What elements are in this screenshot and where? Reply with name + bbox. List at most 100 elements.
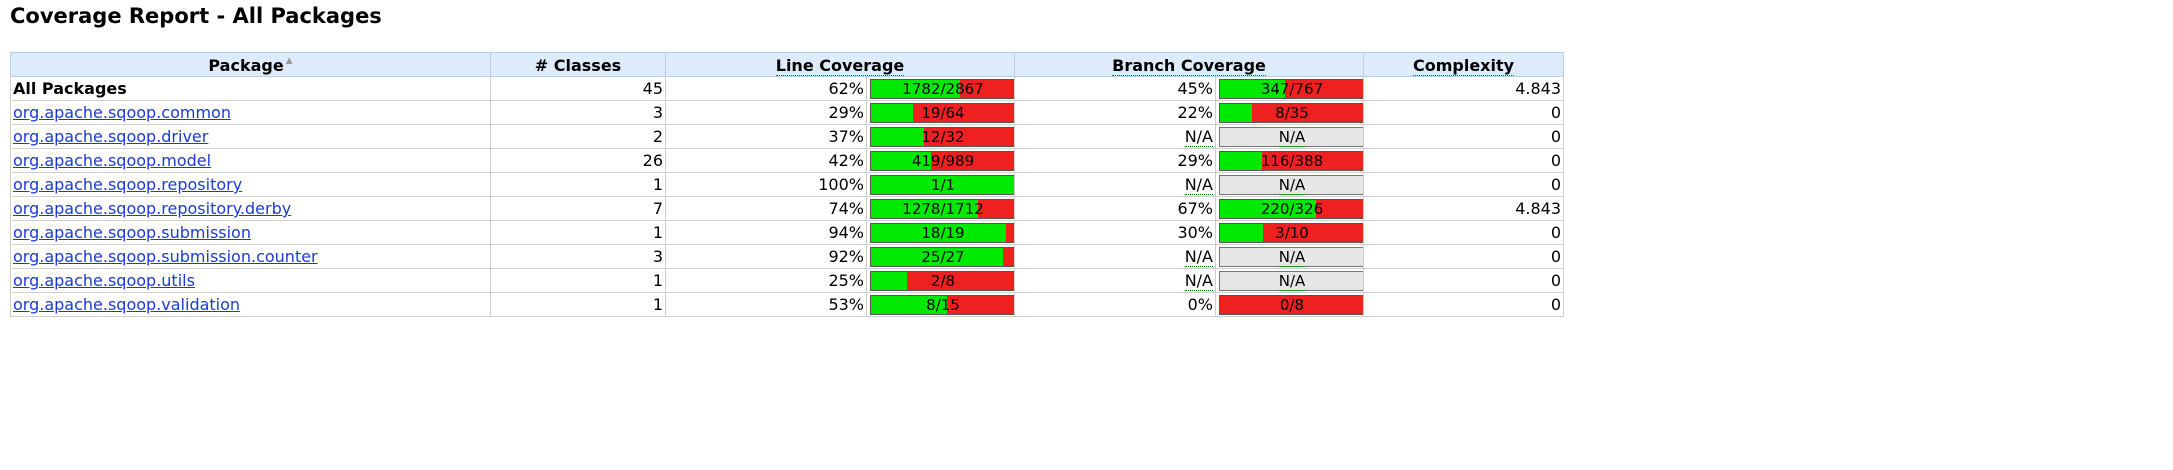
complexity-value: 4.843 bbox=[1363, 196, 1565, 221]
branch-coverage-bar-cell: N/A bbox=[1214, 244, 1365, 269]
line-coverage-bar-cell: 8/15 bbox=[866, 292, 1015, 317]
table-row: org.apache.sqoop.submission 1 94% 18/19 … bbox=[10, 220, 1565, 245]
classes-count: 1 bbox=[490, 268, 666, 293]
line-coverage-bar: 18/19 bbox=[870, 222, 1014, 243]
package-link[interactable]: org.apache.sqoop.repository bbox=[13, 175, 243, 194]
package-name-cell: org.apache.sqoop.submission.counter bbox=[10, 244, 491, 269]
line-coverage-percent: 42% bbox=[665, 148, 867, 173]
column-header-classes[interactable]: # Classes bbox=[490, 52, 666, 77]
line-coverage-bar-fill bbox=[871, 223, 1007, 242]
package-name-cell: org.apache.sqoop.driver bbox=[10, 124, 491, 149]
package-name-cell: org.apache.sqoop.common bbox=[10, 100, 491, 125]
table-row: org.apache.sqoop.common 3 29% 19/64 22% … bbox=[10, 100, 1565, 125]
line-coverage-bar-cell: 419/989 bbox=[866, 148, 1015, 173]
package-name-cell: org.apache.sqoop.utils bbox=[10, 268, 491, 293]
branch-coverage-bar: 0/8 bbox=[1219, 294, 1363, 315]
branch-coverage-percent: N/A bbox=[1014, 124, 1216, 149]
package-link[interactable]: org.apache.sqoop.utils bbox=[13, 271, 195, 290]
branch-coverage-fraction: 3/10 bbox=[1275, 223, 1309, 242]
branch-coverage-fraction: N/A bbox=[1278, 175, 1306, 195]
package-name-cell: org.apache.sqoop.model bbox=[10, 148, 491, 173]
complexity-value: 0 bbox=[1363, 268, 1565, 293]
package-name-cell: org.apache.sqoop.repository bbox=[10, 172, 491, 197]
branch-coverage-fraction: N/A bbox=[1278, 247, 1306, 267]
line-coverage-bar-cell: 18/19 bbox=[866, 220, 1015, 245]
branch-coverage-fraction: 116/388 bbox=[1260, 151, 1324, 170]
line-coverage-percent: 74% bbox=[665, 196, 867, 221]
branch-coverage-fraction: 347/767 bbox=[1260, 79, 1324, 98]
line-coverage-percent: 62% bbox=[665, 76, 867, 101]
table-header-row: Package ▲ # Classes Line Coverage Branch … bbox=[10, 52, 1565, 77]
table-row: org.apache.sqoop.repository 1 100% 1/1 N… bbox=[10, 172, 1565, 197]
line-coverage-bar-cell: 1278/1712 bbox=[866, 196, 1015, 221]
package-link[interactable]: org.apache.sqoop.submission bbox=[13, 223, 251, 242]
branch-coverage-percent: N/A bbox=[1014, 268, 1216, 293]
column-header-package[interactable]: Package ▲ bbox=[10, 52, 491, 77]
classes-count: 1 bbox=[490, 220, 666, 245]
line-coverage-fraction: 18/19 bbox=[921, 223, 965, 242]
line-coverage-percent: 29% bbox=[665, 100, 867, 125]
line-coverage-fraction: 12/32 bbox=[921, 127, 965, 146]
sort-ascending-icon[interactable]: ▲ bbox=[285, 56, 293, 66]
package-link[interactable]: org.apache.sqoop.model bbox=[13, 151, 212, 170]
complexity-value: 0 bbox=[1363, 292, 1565, 317]
complexity-value: 0 bbox=[1363, 244, 1565, 269]
line-coverage-percent: 37% bbox=[665, 124, 867, 149]
line-coverage-bar: 19/64 bbox=[870, 102, 1014, 123]
branch-coverage-fraction: 8/35 bbox=[1275, 103, 1309, 122]
column-header-line-coverage[interactable]: Line Coverage bbox=[665, 52, 1015, 77]
line-coverage-bar: 419/989 bbox=[870, 150, 1014, 171]
page-title: Coverage Report - All Packages bbox=[10, 4, 382, 28]
branch-coverage-percent: 30% bbox=[1014, 220, 1216, 245]
package-name-cell: org.apache.sqoop.submission bbox=[10, 220, 491, 245]
classes-count: 3 bbox=[490, 100, 666, 125]
complexity-value: 0 bbox=[1363, 100, 1565, 125]
line-coverage-bar-fill bbox=[871, 79, 961, 98]
line-coverage-percent: 25% bbox=[665, 268, 867, 293]
line-coverage-bar-fill bbox=[871, 175, 1014, 194]
classes-count: 26 bbox=[490, 148, 666, 173]
branch-coverage-bar-cell: N/A bbox=[1214, 124, 1365, 149]
line-coverage-bar-fill bbox=[871, 127, 925, 146]
package-link[interactable]: org.apache.sqoop.submission.counter bbox=[13, 247, 318, 266]
branch-coverage-bar: 3/10 bbox=[1219, 222, 1363, 243]
package-link[interactable]: org.apache.sqoop.repository.derby bbox=[13, 199, 292, 218]
package-link[interactable]: org.apache.sqoop.driver bbox=[13, 127, 209, 146]
line-coverage-bar-fill bbox=[871, 151, 932, 170]
branch-coverage-fraction: 220/326 bbox=[1260, 199, 1324, 218]
column-header-complexity[interactable]: Complexity bbox=[1363, 52, 1565, 77]
all-packages-label: All Packages bbox=[13, 79, 127, 98]
branch-coverage-bar-cell: 8/35 bbox=[1214, 100, 1365, 125]
branch-coverage-bar: 347/767 bbox=[1219, 78, 1363, 99]
branch-coverage-bar-cell: N/A bbox=[1214, 172, 1365, 197]
line-coverage-bar-cell: 25/27 bbox=[866, 244, 1015, 269]
line-coverage-fraction: 25/27 bbox=[921, 247, 965, 266]
line-coverage-bar-cell: 1/1 bbox=[866, 172, 1015, 197]
classes-count: 1 bbox=[490, 172, 666, 197]
line-coverage-bar: 1782/2867 bbox=[870, 78, 1014, 99]
package-link[interactable]: org.apache.sqoop.common bbox=[13, 103, 231, 122]
classes-count: 2 bbox=[490, 124, 666, 149]
table-row: org.apache.sqoop.driver 2 37% 12/32 N/A … bbox=[10, 124, 1565, 149]
line-coverage-fraction: 419/989 bbox=[911, 151, 975, 170]
branch-coverage-bar-cell: 0/8 bbox=[1214, 292, 1365, 317]
branch-coverage-bar-fill bbox=[1220, 103, 1252, 122]
branch-coverage-bar-cell: 347/767 bbox=[1214, 76, 1365, 101]
line-coverage-bar: 8/15 bbox=[870, 294, 1014, 315]
package-link[interactable]: org.apache.sqoop.validation bbox=[13, 295, 241, 314]
line-coverage-bar-fill bbox=[871, 271, 907, 290]
line-coverage-percent: 92% bbox=[665, 244, 867, 269]
branch-coverage-bar-cell: 3/10 bbox=[1214, 220, 1365, 245]
line-coverage-bar-cell: 12/32 bbox=[866, 124, 1015, 149]
branch-coverage-bar-fill bbox=[1220, 151, 1262, 170]
coverage-table: Package ▲ # Classes Line Coverage Branch … bbox=[10, 52, 1565, 317]
branch-coverage-fraction: N/A bbox=[1278, 127, 1306, 147]
line-coverage-bar-cell: 2/8 bbox=[866, 268, 1015, 293]
table-row: org.apache.sqoop.utils 1 25% 2/8 N/A N/A… bbox=[10, 268, 1565, 293]
complexity-value: 0 bbox=[1363, 172, 1565, 197]
package-name-cell: org.apache.sqoop.repository.derby bbox=[10, 196, 491, 221]
line-coverage-bar-fill bbox=[871, 295, 948, 314]
column-header-branch-coverage[interactable]: Branch Coverage bbox=[1013, 52, 1365, 77]
classes-count: 45 bbox=[490, 76, 666, 101]
classes-count: 3 bbox=[490, 244, 666, 269]
